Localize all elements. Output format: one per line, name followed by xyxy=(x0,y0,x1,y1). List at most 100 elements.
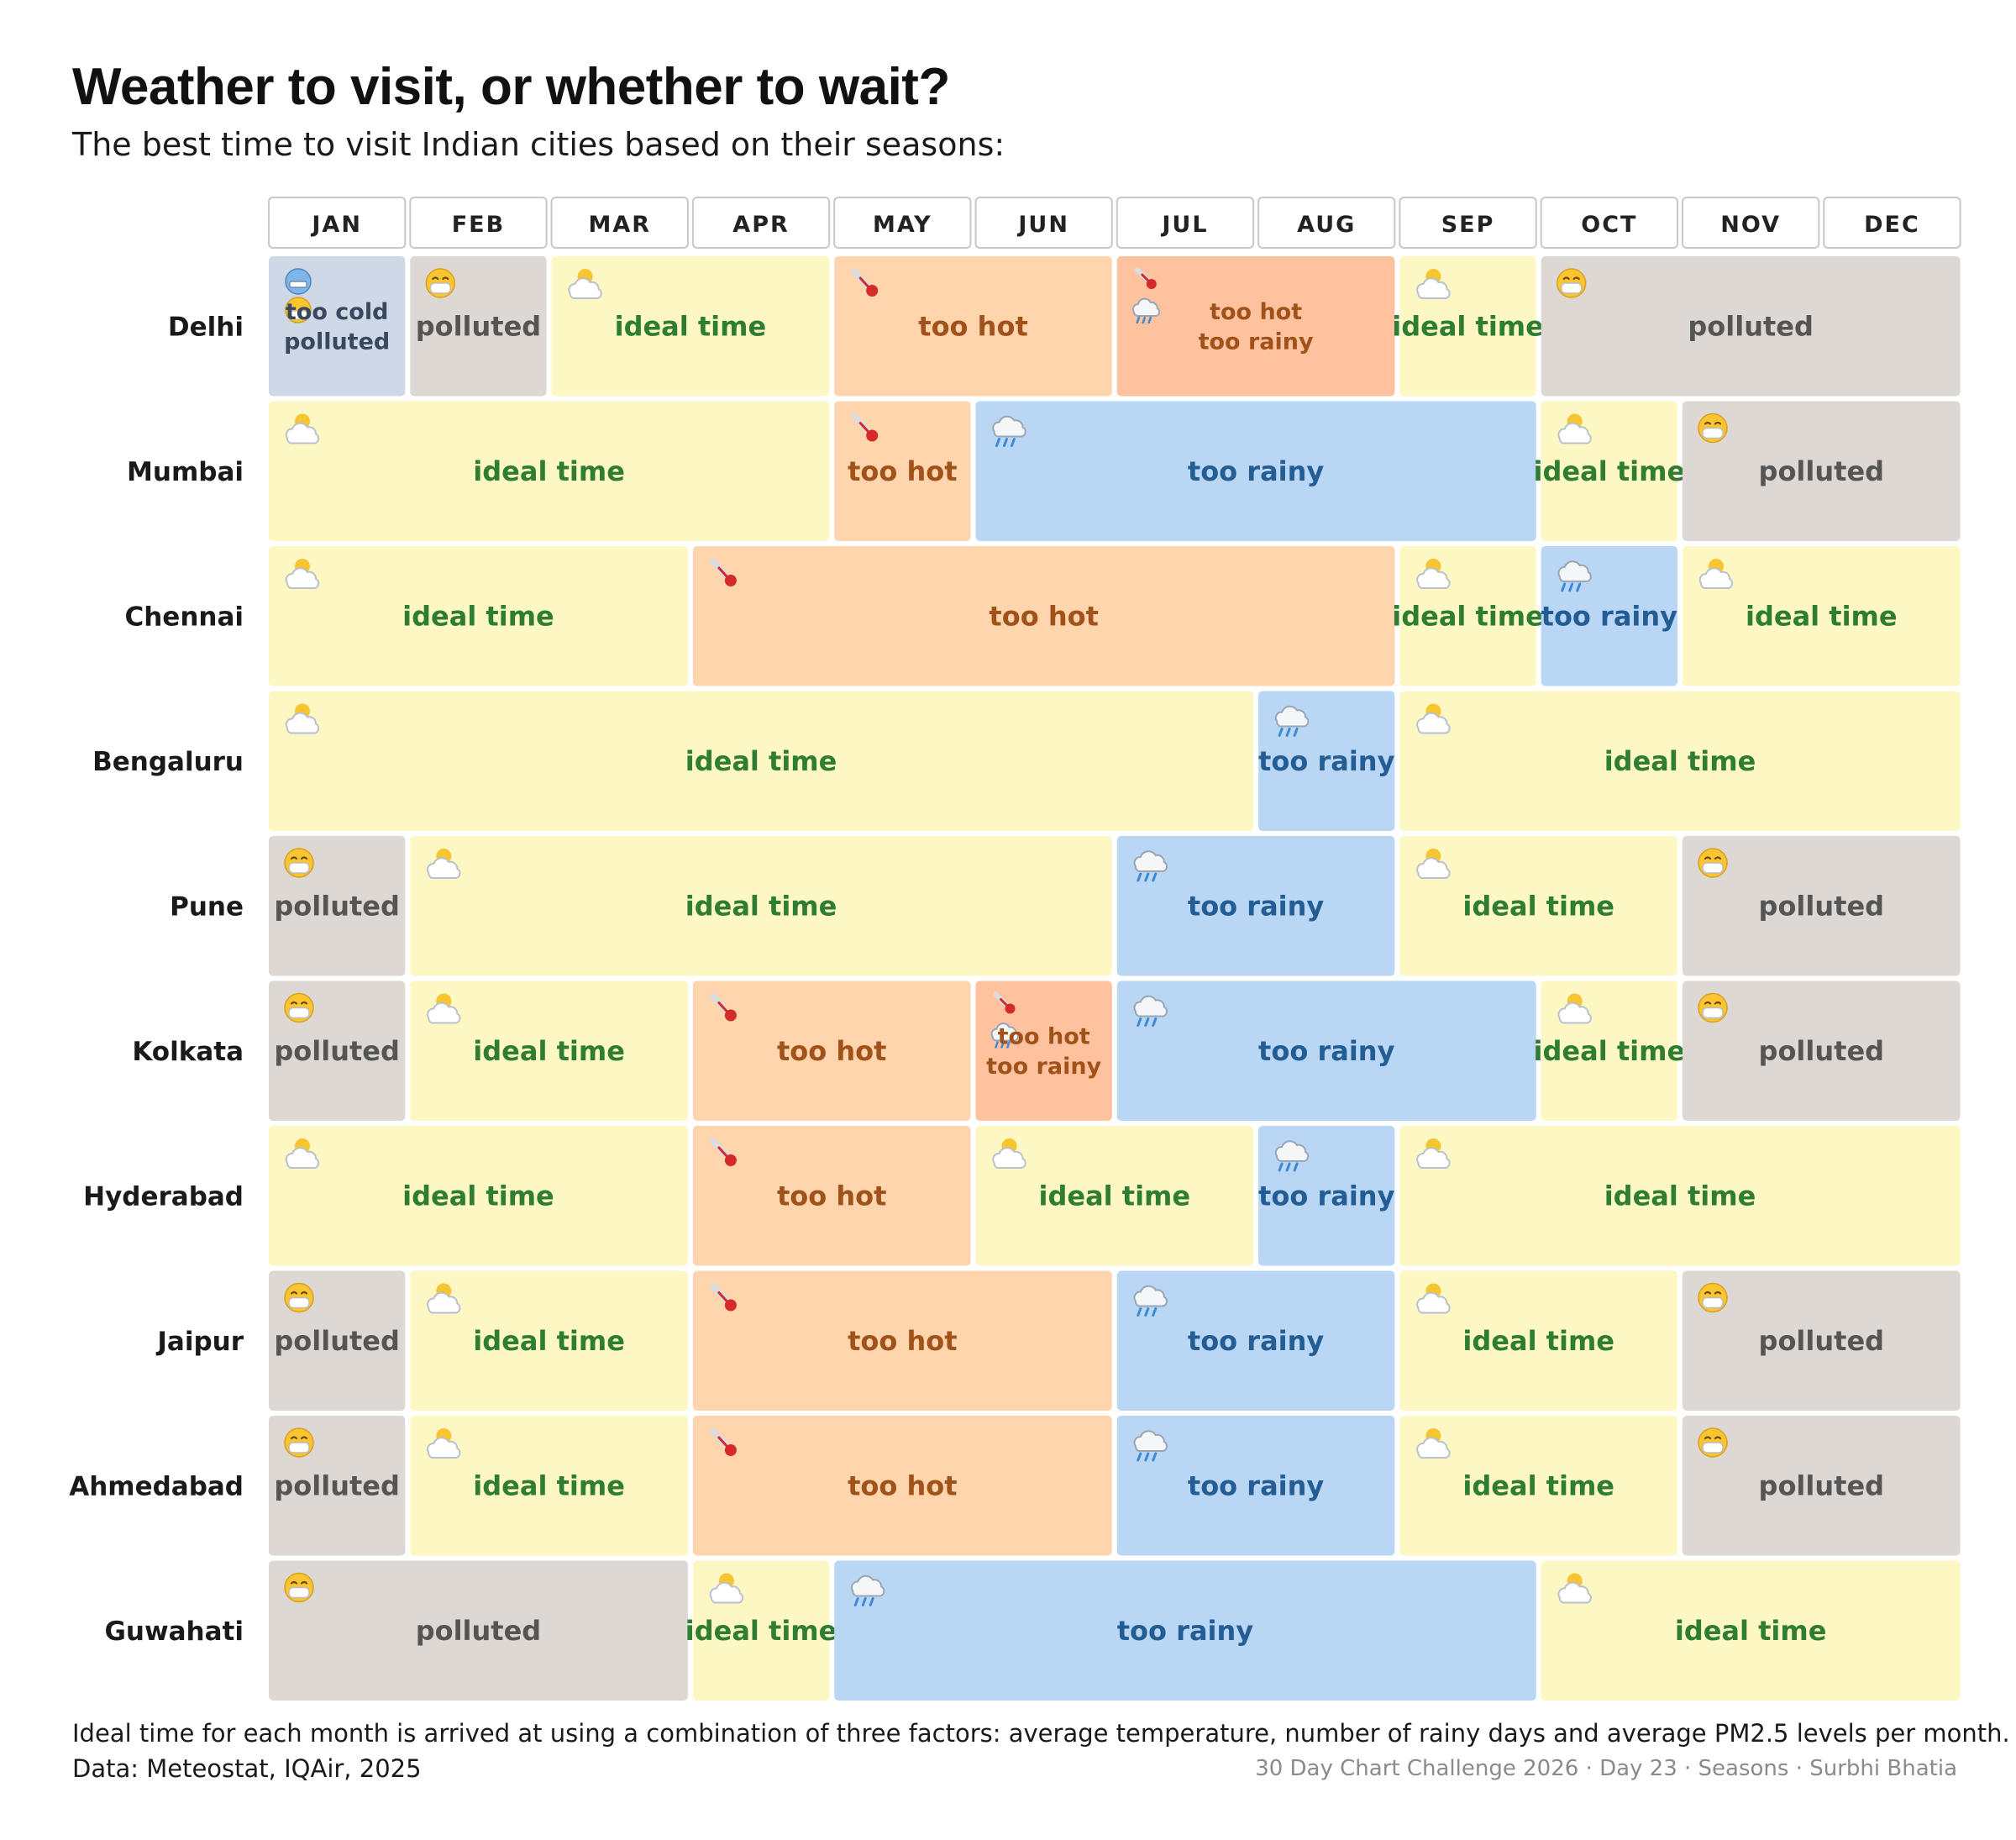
face-with-mask-icon xyxy=(284,1572,314,1603)
segment-block xyxy=(692,546,1395,686)
segment-label: ideal time xyxy=(1462,1325,1614,1357)
segment-block xyxy=(1683,401,1961,541)
month-header-box xyxy=(1257,197,1396,249)
sun-behind-cloud-icon xyxy=(1698,559,1734,589)
segment-block xyxy=(269,1560,688,1701)
segment: ideal time xyxy=(1399,1270,1677,1411)
segment-block xyxy=(1541,1560,1961,1701)
month-label: JAN xyxy=(310,212,362,238)
segment-label: too rainy xyxy=(1188,890,1325,922)
segment-block xyxy=(1399,691,1961,831)
thermometer-icon xyxy=(710,1138,737,1166)
segment: polluted xyxy=(1683,1416,1961,1556)
segment-block xyxy=(1683,1270,1961,1411)
sun-behind-cloud-icon xyxy=(709,1573,744,1604)
segment-label: ideal time xyxy=(473,1035,625,1067)
segment-label: ideal time xyxy=(473,455,625,487)
month-label: MAR xyxy=(588,212,651,238)
segment: polluted xyxy=(269,1416,406,1556)
thermometer-rain-icon xyxy=(1132,267,1161,324)
month-label: MAY xyxy=(873,212,932,238)
segment: too hot too rainy xyxy=(975,980,1112,1121)
segment-label: too hot xyxy=(777,1035,886,1067)
month-label: SEP xyxy=(1441,212,1495,238)
segment: too rainy xyxy=(1258,1126,1395,1266)
city-label: Kolkata xyxy=(132,1037,244,1067)
segment-label: polluted xyxy=(1688,310,1814,342)
segment-label: too hot xyxy=(848,455,957,487)
month-label: NOV xyxy=(1720,212,1781,238)
segment: ideal time xyxy=(410,1270,688,1411)
segment-label: ideal time xyxy=(1392,600,1544,632)
segment: too hot xyxy=(692,1126,971,1266)
segment-block xyxy=(269,401,830,541)
segment-block xyxy=(1116,1416,1395,1556)
segment: ideal time xyxy=(1399,836,1677,976)
segment: polluted xyxy=(269,836,406,976)
segment-block xyxy=(1399,1416,1677,1556)
segment: ideal time xyxy=(1399,1126,1961,1266)
segment: ideal time xyxy=(1683,546,1961,686)
segment-label: too hot xyxy=(1210,299,1302,325)
sun-behind-cloud-icon xyxy=(1557,993,1592,1024)
cold-face-mask-icon xyxy=(285,268,312,323)
sun-behind-cloud-icon xyxy=(427,1283,461,1314)
segment-block xyxy=(692,980,971,1121)
segment-label: too hot xyxy=(998,1024,1090,1050)
segment-label: ideal time xyxy=(1675,1615,1827,1647)
segment-block xyxy=(975,401,1536,541)
segment: too hot xyxy=(834,256,1112,397)
segment: too rainy xyxy=(1116,836,1395,976)
segment-label: ideal time xyxy=(1534,455,1686,487)
segment: ideal time xyxy=(1392,256,1544,397)
rain-cloud-icon xyxy=(1133,1285,1168,1317)
rain-cloud-icon xyxy=(1133,850,1168,882)
segment: too rainy xyxy=(975,401,1536,541)
month-header-box xyxy=(691,197,831,249)
segment-label: ideal time xyxy=(1039,1180,1191,1212)
city-label: Chennai xyxy=(124,602,244,632)
segment-label: polluted xyxy=(1759,890,1885,922)
month-label: JUL xyxy=(1160,212,1208,238)
segment: too hot xyxy=(834,401,971,541)
segment-label: too hot xyxy=(918,310,1027,342)
rain-cloud-icon xyxy=(1274,1140,1310,1172)
segment: too rainy xyxy=(1116,980,1536,1121)
segment: too hot xyxy=(692,1270,1112,1411)
month-label: DEC xyxy=(1864,212,1920,238)
face-with-mask-icon xyxy=(1698,1427,1728,1458)
segment-block xyxy=(269,691,1254,831)
segment: too rainy xyxy=(1541,546,1677,686)
segment: polluted xyxy=(1683,1270,1961,1411)
segment-label: ideal time xyxy=(473,1325,625,1357)
segment-label: polluted xyxy=(1759,1035,1885,1067)
segment: ideal time xyxy=(1399,691,1961,831)
month-header-box xyxy=(550,197,689,249)
segment-label: polluted xyxy=(274,1035,400,1067)
segment-block xyxy=(692,1270,1112,1411)
segment-label: polluted xyxy=(1759,1325,1885,1357)
thermometer-icon xyxy=(851,413,879,442)
sun-behind-cloud-icon xyxy=(1557,413,1592,444)
segment: ideal time xyxy=(1534,401,1686,541)
segment-label: too rainy xyxy=(1188,1325,1325,1357)
segment-label: polluted xyxy=(274,1469,400,1501)
sun-behind-cloud-icon xyxy=(1416,559,1451,589)
sun-behind-cloud-icon xyxy=(1416,1138,1451,1169)
segment-label: ideal time xyxy=(473,1469,625,1501)
month-header-box xyxy=(1823,197,1961,249)
segment: ideal time xyxy=(1392,546,1544,686)
month-label: FEB xyxy=(452,212,505,238)
sun-behind-cloud-icon xyxy=(1416,1283,1451,1314)
segment-label: polluted xyxy=(416,1615,542,1647)
segment-block xyxy=(834,1560,1536,1701)
sun-behind-cloud-icon xyxy=(285,1138,320,1169)
segment-label: ideal time xyxy=(402,1180,554,1212)
segment-label: too rainy xyxy=(986,1054,1101,1080)
credit-line: 30 Day Chart Challenge 2026 · Day 23 · S… xyxy=(1255,1756,1957,1781)
face-with-mask-icon xyxy=(284,848,314,878)
segment-block xyxy=(551,256,830,397)
segment-label: too rainy xyxy=(1188,455,1325,487)
segment: polluted xyxy=(410,256,547,397)
thermometer-icon xyxy=(710,1427,737,1456)
